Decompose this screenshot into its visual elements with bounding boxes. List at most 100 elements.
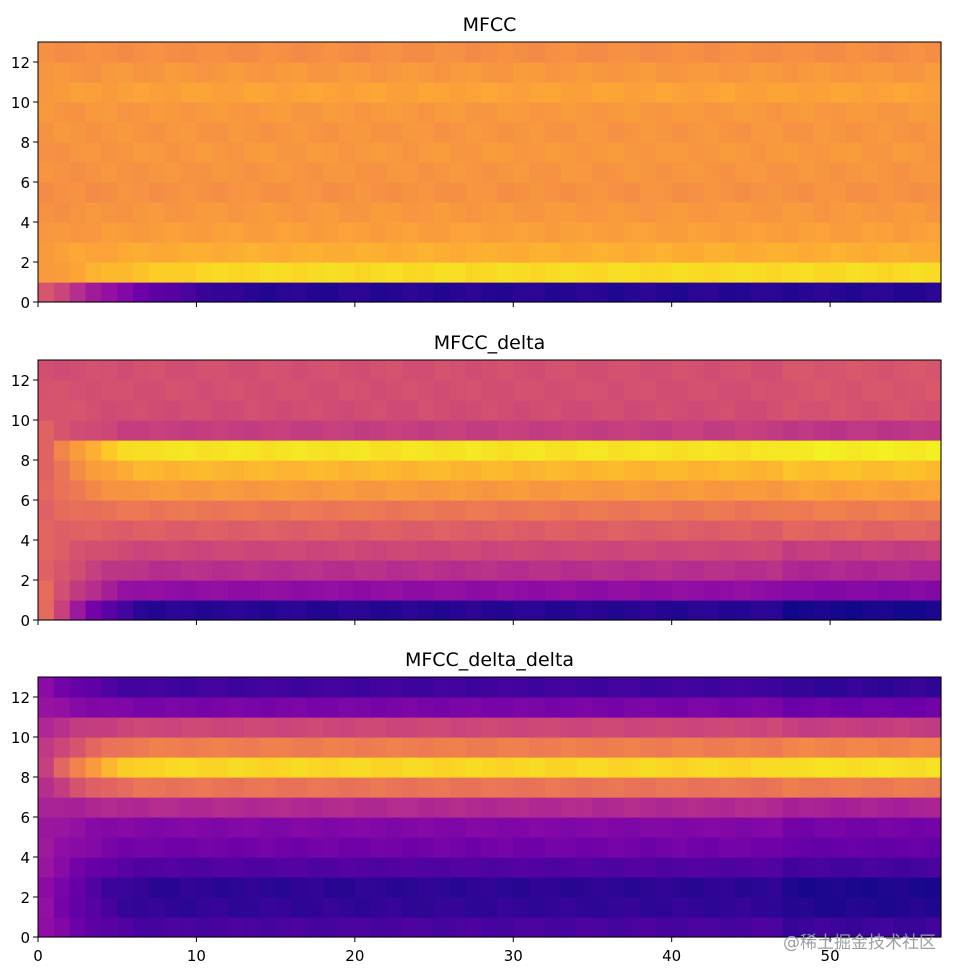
heatmap-cell [798, 600, 815, 621]
heatmap-cell [893, 897, 910, 918]
heatmap-cell [608, 600, 625, 621]
heatmap-cell [465, 62, 483, 83]
heatmap-cell [735, 677, 752, 698]
heatmap-cell [513, 777, 530, 798]
heatmap-cell [497, 797, 514, 818]
heatmap-cell [243, 897, 261, 918]
heatmap-cell [370, 82, 388, 103]
heatmap-cell [228, 717, 245, 738]
heatmap-cell [370, 917, 388, 938]
heatmap-cell [576, 717, 594, 738]
heatmap-cell [909, 202, 926, 223]
heatmap-cell [164, 182, 182, 203]
heatmap-cell [845, 897, 863, 918]
heatmap-cell [750, 102, 768, 123]
heatmap-cell [402, 717, 419, 738]
heatmap-cell [877, 82, 895, 103]
heatmap-cell [164, 102, 182, 123]
heatmap-cell [291, 757, 308, 778]
heatmap-cell [877, 400, 895, 421]
heatmap-cell [402, 282, 419, 303]
heatmap-cell [830, 857, 847, 878]
heatmap-cell [481, 737, 499, 758]
heatmap-cell [465, 540, 483, 561]
heatmap-cell [513, 757, 530, 778]
heatmap-cell [85, 897, 102, 918]
heatmap-cell [481, 757, 499, 778]
heatmap-cell [735, 420, 752, 441]
heatmap-cell [133, 122, 150, 143]
heatmap-cell [117, 560, 134, 581]
heatmap-cell [307, 380, 324, 401]
heatmap-cell [750, 540, 768, 561]
heatmap-cell [624, 182, 641, 203]
x-tick-label: 30 [504, 947, 523, 965]
heatmap-cell [624, 877, 641, 898]
heatmap-cell [386, 757, 403, 778]
heatmap-cell [624, 560, 641, 581]
heatmap-cell [434, 262, 451, 283]
heatmap-cell [560, 62, 578, 83]
heatmap-cell [750, 600, 768, 621]
heatmap-cell [735, 560, 752, 581]
heatmap-cell [180, 460, 198, 481]
heatmap-cell [592, 282, 609, 303]
heatmap-cell [85, 460, 102, 481]
heatmap-cell [624, 697, 641, 718]
heatmap-cell [354, 540, 372, 561]
heatmap-cell [465, 282, 483, 303]
heatmap-cell [386, 262, 403, 283]
heatmap-cell [861, 877, 879, 898]
heatmap-cell [148, 380, 166, 401]
heatmap-cell [449, 777, 467, 798]
heatmap-cell [212, 380, 229, 401]
heatmap-cell [560, 717, 578, 738]
heatmap-cell [925, 580, 942, 601]
heatmap-cell [133, 757, 150, 778]
heatmap-cell [735, 600, 752, 621]
heatmap-cell [164, 142, 182, 163]
heatmap-cell [418, 777, 435, 798]
y-tick-label: 6 [20, 174, 30, 192]
heatmap-cell [560, 262, 578, 283]
heatmap-cell [38, 222, 55, 243]
heatmap-cell [544, 677, 562, 698]
heatmap-cell [703, 162, 720, 183]
heatmap-cell [782, 182, 800, 203]
heatmap-cell [814, 182, 831, 203]
heatmap-cell [481, 777, 499, 798]
heatmap-cell [307, 797, 324, 818]
heatmap-cell [275, 142, 293, 163]
heatmap-cell [370, 717, 388, 738]
heatmap-cell [719, 837, 736, 858]
heatmap-cell [814, 420, 831, 441]
heatmap-cell [148, 520, 166, 541]
heatmap-cell [640, 777, 657, 798]
heatmap-cell [228, 282, 245, 303]
heatmap-cell [259, 102, 277, 123]
heatmap-cell [624, 360, 641, 381]
heatmap-cell [38, 737, 55, 758]
heatmap-cell [370, 62, 388, 83]
heatmap-cell [434, 717, 451, 738]
heatmap-cell [323, 282, 340, 303]
heatmap-cell [782, 797, 800, 818]
heatmap-cell [576, 777, 594, 798]
heatmap-cell [909, 400, 926, 421]
heatmap-cell [529, 697, 546, 718]
heatmap-cell [576, 580, 594, 601]
heatmap-cell [53, 797, 71, 818]
heatmap-cell [497, 540, 514, 561]
heatmap-cell [671, 917, 689, 938]
heatmap-cell [133, 877, 150, 898]
heatmap-cell [481, 380, 499, 401]
heatmap-cell [814, 460, 831, 481]
heatmap-cell [164, 62, 182, 83]
heatmap-cell [497, 500, 514, 521]
heatmap-cell [354, 102, 372, 123]
heatmap-cell [687, 42, 704, 63]
heatmap-cell [830, 262, 847, 283]
heatmap-cell [544, 540, 562, 561]
heatmap-cell [703, 480, 720, 501]
heatmap-cell [85, 777, 102, 798]
